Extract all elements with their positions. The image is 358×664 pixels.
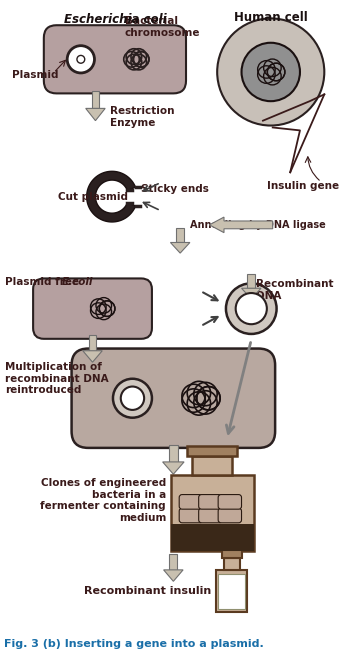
Text: Recombinant insulin: Recombinant insulin — [84, 586, 211, 596]
Text: Insulin gene: Insulin gene — [267, 181, 339, 191]
Polygon shape — [89, 335, 96, 351]
Polygon shape — [209, 217, 273, 232]
Text: Cut plasmid: Cut plasmid — [58, 192, 129, 202]
Circle shape — [67, 46, 95, 73]
Polygon shape — [87, 171, 136, 222]
FancyBboxPatch shape — [199, 495, 222, 509]
Polygon shape — [170, 242, 190, 253]
FancyBboxPatch shape — [218, 495, 242, 509]
Polygon shape — [218, 574, 246, 609]
Polygon shape — [222, 550, 242, 558]
Polygon shape — [224, 558, 240, 570]
FancyBboxPatch shape — [44, 25, 186, 94]
Polygon shape — [169, 445, 178, 462]
Circle shape — [217, 19, 324, 125]
Polygon shape — [193, 456, 232, 475]
FancyBboxPatch shape — [199, 508, 222, 523]
FancyBboxPatch shape — [218, 508, 242, 523]
Polygon shape — [92, 92, 99, 108]
Polygon shape — [164, 570, 183, 581]
Polygon shape — [169, 554, 177, 570]
Text: Clones of engineered
bacteria in a
fermenter containing
medium: Clones of engineered bacteria in a ferme… — [40, 478, 166, 523]
Polygon shape — [216, 570, 247, 612]
Text: Recombinant
DNA: Recombinant DNA — [256, 280, 334, 301]
Text: Escherichia coli: Escherichia coli — [64, 13, 166, 25]
FancyBboxPatch shape — [33, 278, 152, 339]
Circle shape — [242, 42, 300, 101]
FancyBboxPatch shape — [72, 349, 275, 448]
Circle shape — [226, 284, 277, 334]
Circle shape — [121, 386, 144, 410]
Polygon shape — [247, 274, 255, 288]
Polygon shape — [176, 228, 184, 242]
Text: Human cell: Human cell — [234, 11, 308, 24]
Text: Plasmid free: Plasmid free — [5, 278, 83, 288]
Polygon shape — [163, 462, 184, 474]
Text: Sticky ends: Sticky ends — [141, 184, 209, 194]
FancyBboxPatch shape — [179, 495, 203, 509]
FancyBboxPatch shape — [179, 508, 203, 523]
Polygon shape — [171, 524, 254, 551]
Polygon shape — [242, 288, 261, 299]
Polygon shape — [188, 446, 237, 456]
Text: Bacterial
chromosome: Bacterial chromosome — [125, 17, 200, 38]
Text: E.coli: E.coli — [61, 278, 93, 288]
Text: Fig. 3 (b) Inserting a gene into a plasmid.: Fig. 3 (b) Inserting a gene into a plasm… — [4, 639, 263, 649]
Polygon shape — [171, 475, 254, 551]
Circle shape — [77, 55, 85, 63]
Circle shape — [113, 378, 152, 418]
Polygon shape — [86, 108, 105, 121]
Polygon shape — [83, 351, 102, 362]
Text: Annealing by DNA ligase: Annealing by DNA ligase — [190, 220, 326, 230]
Text: Plasmid: Plasmid — [12, 70, 58, 80]
Text: Restriction
Enzyme: Restriction Enzyme — [110, 106, 175, 127]
Text: Multiplication of
recombinant DNA
reintroduced: Multiplication of recombinant DNA reintr… — [5, 362, 108, 395]
Circle shape — [236, 293, 267, 324]
